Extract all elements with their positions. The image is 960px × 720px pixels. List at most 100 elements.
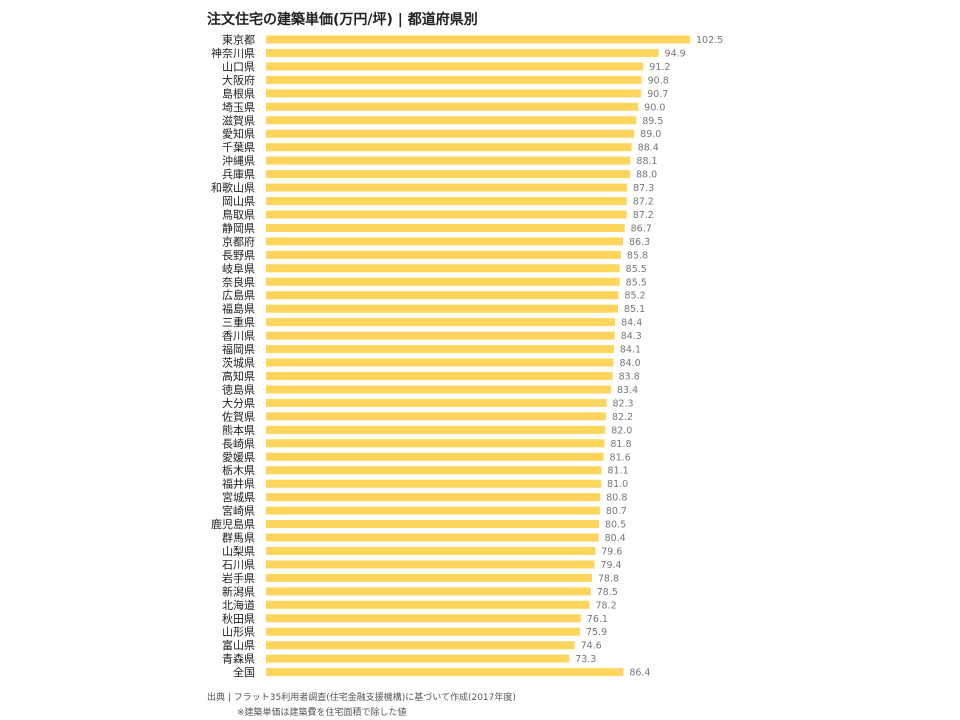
category-label: 岐阜県: [222, 262, 255, 275]
category-label: 岩手県: [222, 571, 255, 585]
value-label: 87.2: [633, 210, 654, 221]
bar: [266, 48, 659, 57]
value-label: 79.6: [601, 546, 622, 557]
bar: [266, 479, 602, 488]
bar: [266, 304, 619, 313]
value-label: 84.0: [619, 358, 640, 369]
bar: [266, 89, 642, 98]
category-label: 福岡県: [222, 342, 255, 356]
bar: [266, 466, 602, 475]
bar: [266, 237, 623, 246]
category-label: 千葉県: [222, 140, 255, 154]
bar: [266, 439, 605, 448]
bar: [266, 35, 690, 44]
bar: [266, 654, 570, 663]
category-label: 宮城県: [222, 490, 255, 504]
category-label: 北海道: [222, 598, 255, 612]
value-label: 88.1: [636, 156, 657, 167]
bar: [266, 264, 620, 273]
category-label: 愛媛県: [222, 450, 255, 464]
value-label: 81.8: [610, 439, 631, 450]
category-label: 茨城県: [222, 356, 255, 370]
category-label: 富山県: [222, 638, 255, 652]
value-label: 81.0: [607, 479, 628, 490]
category-label: 鹿児島県: [211, 517, 255, 531]
bar: [266, 560, 595, 569]
value-label: 94.9: [665, 48, 686, 59]
category-label: 三重県: [222, 315, 255, 329]
value-label: 81.1: [607, 466, 628, 477]
value-label: 102.5: [696, 35, 723, 46]
value-label: 78.8: [598, 573, 619, 584]
value-label: 80.5: [605, 520, 626, 531]
bar: [266, 143, 632, 152]
category-label: 和歌山県: [211, 181, 255, 195]
bar: [266, 452, 604, 461]
category-label: 沖縄県: [222, 154, 255, 168]
category-label: 埼玉県: [222, 100, 255, 114]
bar: [266, 614, 581, 623]
value-label: 84.4: [621, 318, 642, 329]
value-label: 85.2: [624, 291, 645, 302]
bar: [266, 156, 631, 165]
category-label: 栃木県: [222, 463, 255, 477]
bars-group: [266, 35, 690, 677]
value-label: 84.3: [621, 331, 642, 342]
category-label: 新潟県: [222, 584, 255, 598]
value-label: 86.4: [629, 668, 650, 679]
category-label: 愛知県: [222, 127, 255, 141]
value-label: 85.5: [626, 264, 647, 275]
bar: [266, 116, 637, 125]
category-label: 山口県: [222, 60, 255, 73]
category-label: 群馬県: [222, 531, 255, 545]
bar: [266, 291, 619, 300]
value-label: 86.7: [631, 223, 652, 234]
category-label: 青森県: [222, 652, 255, 666]
value-label: 75.9: [586, 627, 607, 638]
category-label: 京都府: [222, 234, 255, 248]
chart-title: 注文住宅の建築単価(万円/坪) | 都道府県別: [207, 12, 478, 28]
value-label: 79.4: [600, 560, 621, 571]
category-label: 山形県: [222, 626, 255, 639]
bar: [266, 250, 621, 259]
category-label: 石川県: [222, 558, 255, 571]
bar: [266, 546, 596, 555]
category-label: 大阪府: [222, 73, 255, 87]
category-label: 秋田県: [222, 611, 255, 625]
bar: [266, 277, 620, 286]
category-label: 長野県: [222, 249, 255, 262]
value-label: 90.8: [648, 75, 669, 86]
source-note: 出典 | フラット35利用者調査(住宅金融支援機構)に基づいて作成(2017年度…: [207, 693, 516, 703]
value-label: 85.1: [624, 304, 645, 315]
category-label: 広島県: [222, 288, 255, 302]
bar: [266, 331, 615, 340]
category-label: 島根県: [222, 86, 255, 100]
bar: [266, 533, 599, 542]
value-label: 76.1: [587, 614, 608, 625]
category-labels: 東京都神奈川県山口県大阪府島根県埼玉県滋賀県愛知県千葉県沖縄県兵庫県和歌山県岡山…: [211, 33, 255, 680]
category-label: 宮崎県: [222, 504, 255, 518]
bar: [266, 641, 575, 650]
bar: [266, 102, 639, 111]
category-label: 長崎県: [222, 436, 255, 450]
value-label: 82.2: [612, 412, 633, 423]
value-label: 80.7: [606, 506, 627, 517]
bar: [266, 183, 628, 192]
bar: [266, 493, 601, 502]
category-label: 高知県: [222, 369, 255, 383]
bar: [266, 170, 631, 179]
value-label: 82.0: [611, 425, 632, 436]
value-labels: 102.5 94.9 91.2 90.8 90.7 90.0 89.5 89.0 88.4 88.…: [575, 35, 723, 679]
bar: [266, 345, 614, 354]
bar: [266, 197, 627, 206]
bar: [266, 129, 635, 138]
bar: [266, 506, 600, 515]
bar: [266, 358, 614, 367]
category-label: 福島県: [222, 302, 255, 316]
value-label: 88.4: [638, 143, 659, 154]
value-label: 83.4: [617, 385, 638, 396]
value-label: 90.0: [644, 102, 665, 113]
bar: [266, 627, 580, 636]
bar: [266, 600, 590, 609]
